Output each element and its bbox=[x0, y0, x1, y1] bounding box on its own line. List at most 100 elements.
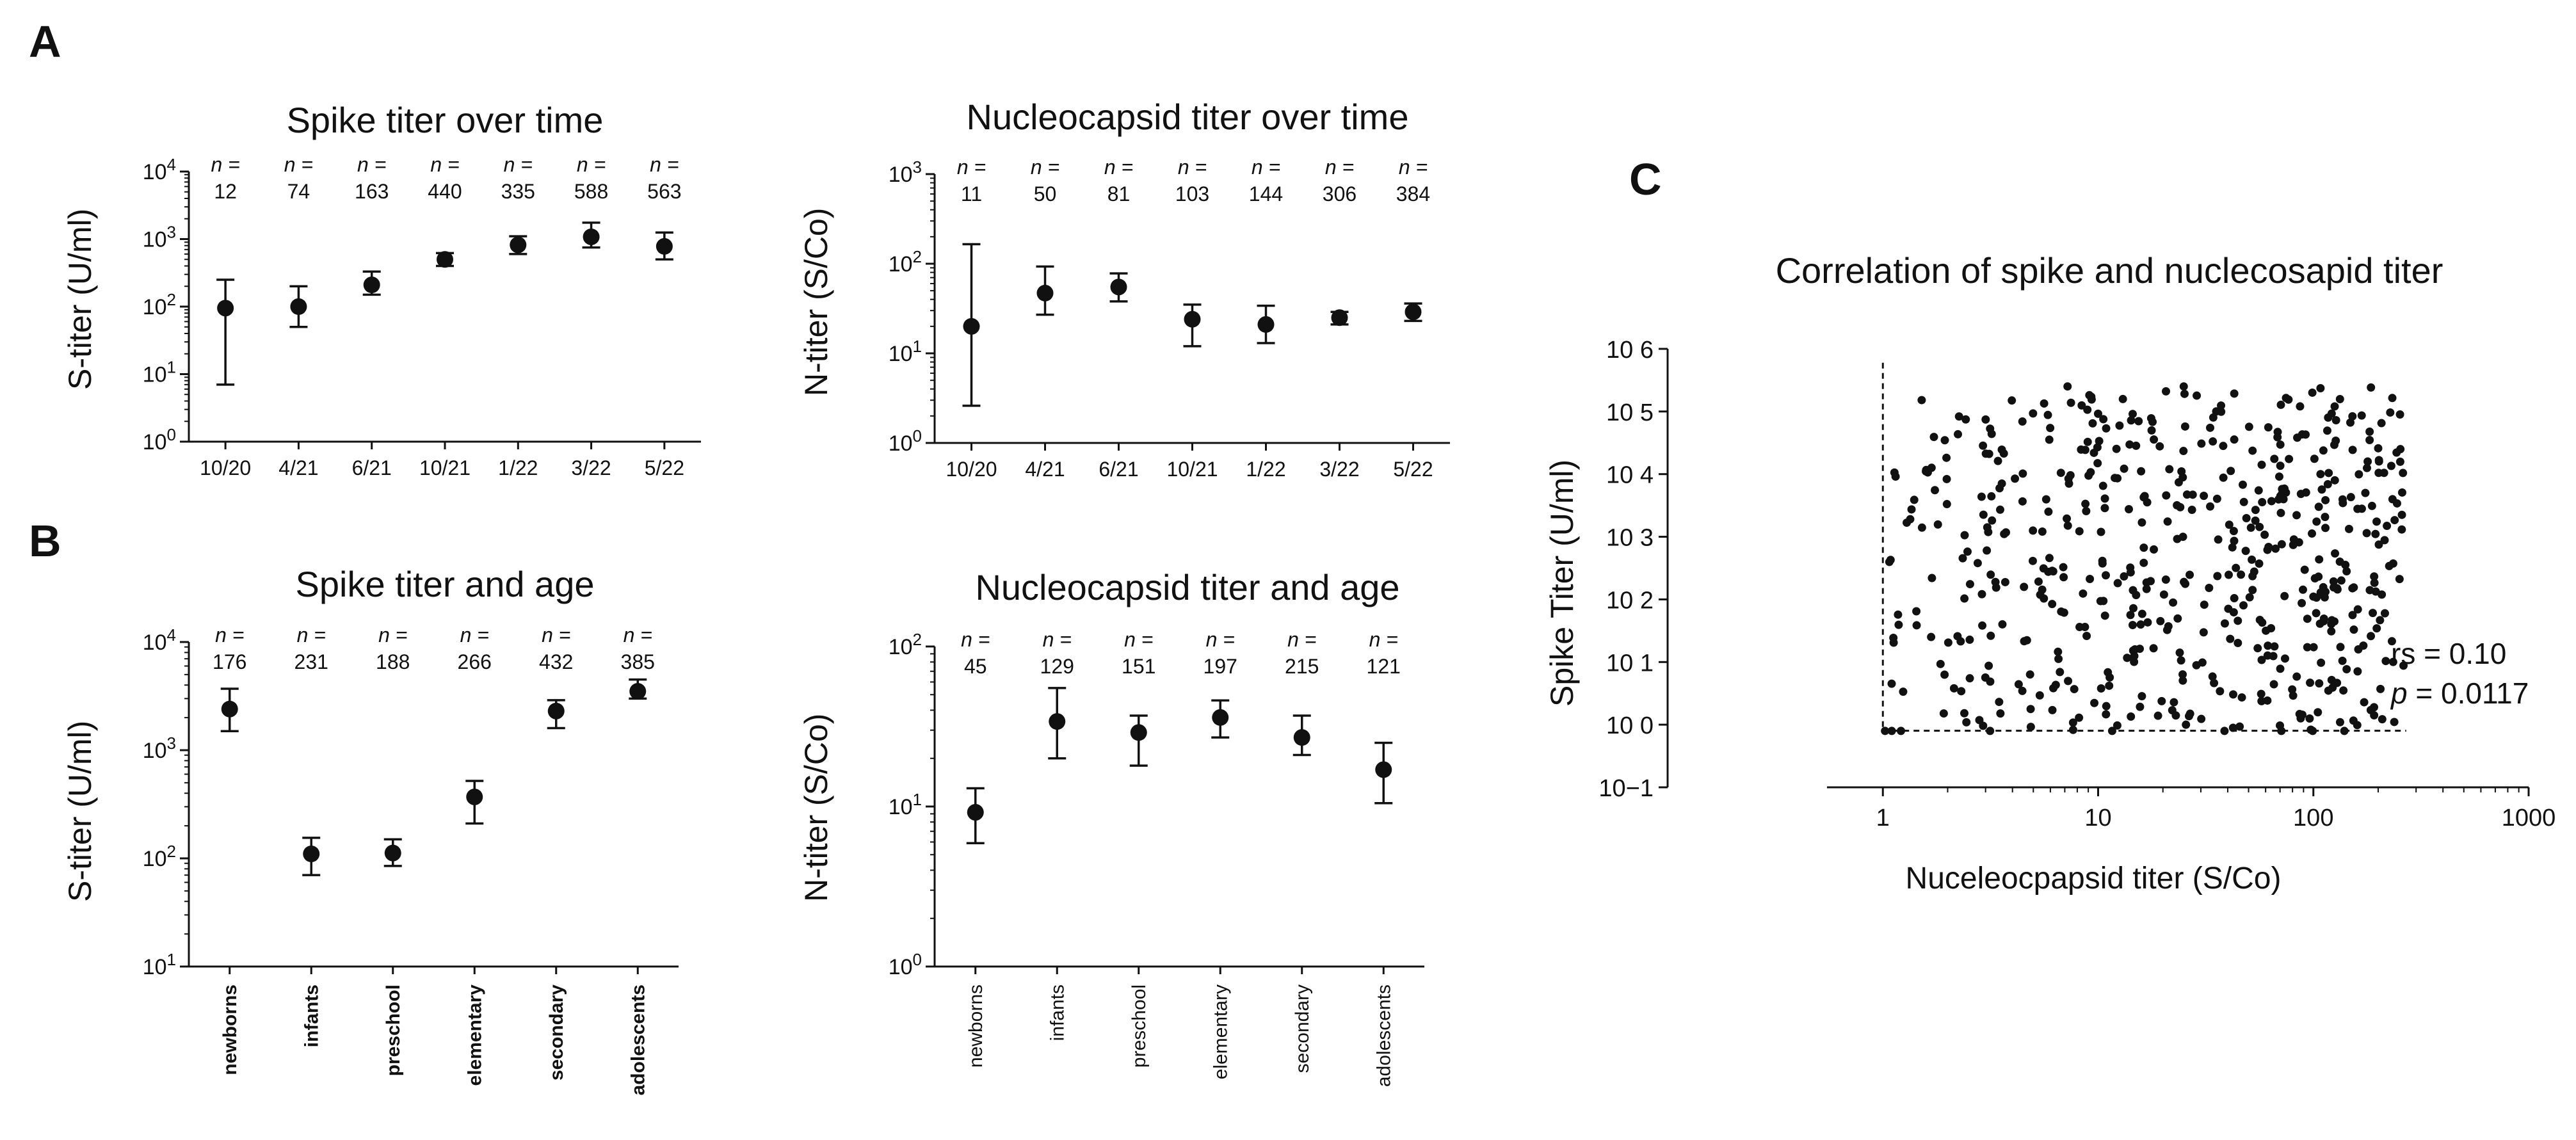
chart-c-point bbox=[2137, 609, 2146, 618]
chart-a1-n-value: 163 bbox=[355, 180, 389, 203]
chart-c-point bbox=[2173, 614, 2182, 623]
chart-c-point bbox=[1944, 638, 1952, 647]
chart-c-point bbox=[2018, 417, 2027, 426]
chart-c-point bbox=[2257, 655, 2266, 664]
chart-c-point bbox=[2182, 720, 2191, 729]
chart-b2-n-value: 121 bbox=[1367, 655, 1401, 678]
chart-b1-n-label: n = bbox=[624, 623, 652, 646]
chart-a2-point bbox=[1110, 278, 1127, 296]
chart-c-point bbox=[2063, 514, 2072, 523]
chart-c-point bbox=[2129, 586, 2137, 595]
chart-c-point bbox=[2392, 448, 2401, 457]
panel-letter-c: C bbox=[1629, 154, 1662, 204]
chart-b1-y-tick-label: 102 bbox=[143, 842, 176, 871]
chart-a2-n-label: n = bbox=[1325, 156, 1354, 179]
chart-b1-x-tick-label: infants bbox=[301, 984, 322, 1047]
chart-c-point bbox=[2370, 572, 2379, 581]
chart-b2-n-value: 151 bbox=[1122, 655, 1155, 678]
chart-c-point bbox=[1912, 607, 1921, 616]
chart-c-point bbox=[2330, 583, 2339, 592]
chart-c-point bbox=[2137, 518, 2146, 527]
chart-c-point bbox=[1987, 492, 1996, 501]
chart-c-point bbox=[2257, 460, 2266, 469]
chart-c-point bbox=[2296, 402, 2305, 411]
chart-a1-n-label: n = bbox=[504, 153, 533, 176]
chart-c-point bbox=[2112, 444, 2121, 453]
chart-c-point bbox=[2253, 644, 2262, 653]
chart-c-point bbox=[2100, 494, 2109, 503]
chart-c-point bbox=[2212, 407, 2221, 416]
chart-c-point bbox=[2289, 691, 2298, 700]
chart-c-point bbox=[2173, 501, 2182, 510]
chart-a1-x-tick-label: 6/21 bbox=[352, 456, 392, 479]
chart-a1-n-value: 588 bbox=[574, 180, 608, 203]
chart-c-point bbox=[2399, 661, 2408, 670]
chart-a2-n-label: n = bbox=[1031, 156, 1059, 179]
chart-b1-n-label: n = bbox=[542, 623, 570, 646]
chart-c-point bbox=[2317, 485, 2326, 494]
chart-c-point bbox=[2257, 689, 2266, 698]
chart-c-point bbox=[2274, 495, 2283, 504]
chart-c-point bbox=[2308, 727, 2317, 735]
chart-c-point bbox=[2161, 575, 2170, 584]
chart-a1-n-label: n = bbox=[211, 153, 239, 176]
chart-c-point bbox=[2163, 517, 2172, 526]
chart-c-point bbox=[2314, 572, 2323, 581]
chart-c-point bbox=[1983, 523, 1992, 532]
chart-c-point bbox=[2235, 722, 2244, 731]
chart-c-point bbox=[2336, 643, 2345, 652]
chart-a2-n-label: n = bbox=[1104, 156, 1133, 179]
p-value: = 0.0117 bbox=[2415, 677, 2529, 710]
chart-c-point bbox=[2165, 465, 2174, 474]
chart-c-point bbox=[1963, 547, 1972, 556]
chart-c-point bbox=[2395, 410, 2404, 419]
chart-c-point bbox=[2086, 468, 2095, 477]
chart-a1-x-tick-label: 10/21 bbox=[419, 456, 471, 479]
chart-c-point bbox=[2298, 710, 2306, 719]
chart-c-point bbox=[2241, 547, 2250, 556]
chart-c-point bbox=[1957, 687, 1966, 696]
chart-c-point bbox=[2365, 435, 2374, 444]
chart-c-point bbox=[2081, 499, 2090, 508]
chart-c-point bbox=[1929, 433, 1938, 442]
chart-c-point bbox=[2026, 705, 2035, 714]
chart-a2-n-value: 81 bbox=[1107, 182, 1131, 205]
chart-c-point bbox=[2303, 614, 2312, 623]
chart-b1-y-tick-label: 101 bbox=[143, 950, 176, 979]
chart-b2-x-tick-label: infants bbox=[1047, 984, 1068, 1041]
chart-c-point bbox=[1958, 554, 1967, 563]
chart-c-point bbox=[2378, 715, 2387, 724]
chart-b2-svg: 100 101 102 newborns n = 45 infants n = 129 presc… bbox=[889, 628, 1424, 1087]
chart-a1-n-label: n = bbox=[430, 153, 459, 176]
chart-c-point bbox=[2388, 394, 2397, 403]
chart-a2-svg: 100 101 102 103 10/20 n = 11 4/21 n = 50 6/21 n = 81… bbox=[889, 156, 1450, 481]
chart-c-point bbox=[2056, 668, 2065, 677]
chart-c-point bbox=[2397, 525, 2406, 534]
chart-c-point bbox=[2082, 506, 2091, 515]
chart-c-point bbox=[1981, 415, 1990, 424]
chart-c-point bbox=[1965, 635, 1974, 644]
chart-c-point bbox=[2102, 424, 2111, 433]
chart-c-point bbox=[2232, 563, 2241, 572]
chart-b1-n-label: n = bbox=[460, 623, 489, 646]
chart-c-point bbox=[2349, 583, 2358, 592]
chart-c-point bbox=[2098, 559, 2107, 568]
chart-c-point bbox=[2264, 641, 2273, 650]
chart-a1-y-tick-label: 100 bbox=[143, 425, 176, 454]
chart-c-point bbox=[2251, 516, 2260, 525]
chart-c-point bbox=[2011, 474, 2020, 483]
chart-c-point bbox=[2280, 591, 2289, 600]
chart-c-point bbox=[2230, 536, 2239, 545]
chart-c-x-tick-label: 100 bbox=[2293, 805, 2333, 831]
chart-c-point bbox=[2331, 549, 2340, 558]
chart-c-point bbox=[1986, 631, 1995, 640]
chart-c-point bbox=[2353, 667, 2362, 676]
chart-c-y-tick-label: 10 4 bbox=[1606, 462, 1654, 489]
chart-c-point bbox=[2372, 624, 2381, 633]
chart-c-point bbox=[2305, 714, 2314, 723]
chart-c-point bbox=[2306, 678, 2315, 687]
chart-b2-n-label: n = bbox=[1369, 628, 1398, 651]
chart-c-point bbox=[2216, 687, 2225, 696]
chart-c-point bbox=[2043, 410, 2052, 419]
chart-c-point bbox=[2169, 598, 2178, 607]
